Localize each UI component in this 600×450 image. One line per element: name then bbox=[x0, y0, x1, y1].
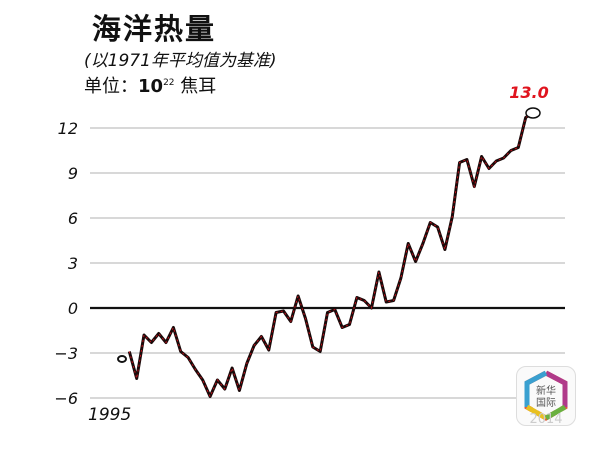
y-tick-label: 6 bbox=[68, 209, 78, 228]
first-data-point bbox=[117, 355, 127, 363]
logo-hexagon-icon: 新华 国际 2014 bbox=[524, 370, 568, 425]
series-line bbox=[127, 111, 534, 398]
svg-text:新华: 新华 bbox=[536, 384, 556, 397]
x-tick-label: 1995 bbox=[88, 405, 131, 425]
svg-text:2014: 2014 bbox=[529, 412, 562, 425]
unit-base: 10 bbox=[138, 76, 164, 97]
last-data-point bbox=[525, 107, 541, 119]
chart-title: 海洋热量 bbox=[92, 12, 217, 46]
unit-label: 单位：1022 焦耳 bbox=[84, 72, 216, 98]
y-tick-label: −3 bbox=[54, 344, 78, 363]
svg-text:国际: 国际 bbox=[536, 397, 556, 409]
xinhua-logo: 新华 国际 2014 bbox=[516, 366, 576, 426]
last-value-label: 13.0 bbox=[509, 83, 548, 102]
unit-exponent: 22 bbox=[163, 78, 175, 88]
y-tick-label: 12 bbox=[58, 119, 78, 138]
unit-prefix: 单位： bbox=[84, 76, 138, 97]
y-tick-label: −6 bbox=[54, 389, 78, 408]
y-tick-label: 0 bbox=[68, 299, 78, 318]
y-tick-label: 9 bbox=[68, 164, 78, 183]
unit-suffix: 焦耳 bbox=[180, 76, 217, 97]
chart-subtitle: (以1971年平均值为基准) bbox=[84, 51, 277, 71]
y-tick-label: 3 bbox=[68, 254, 78, 273]
